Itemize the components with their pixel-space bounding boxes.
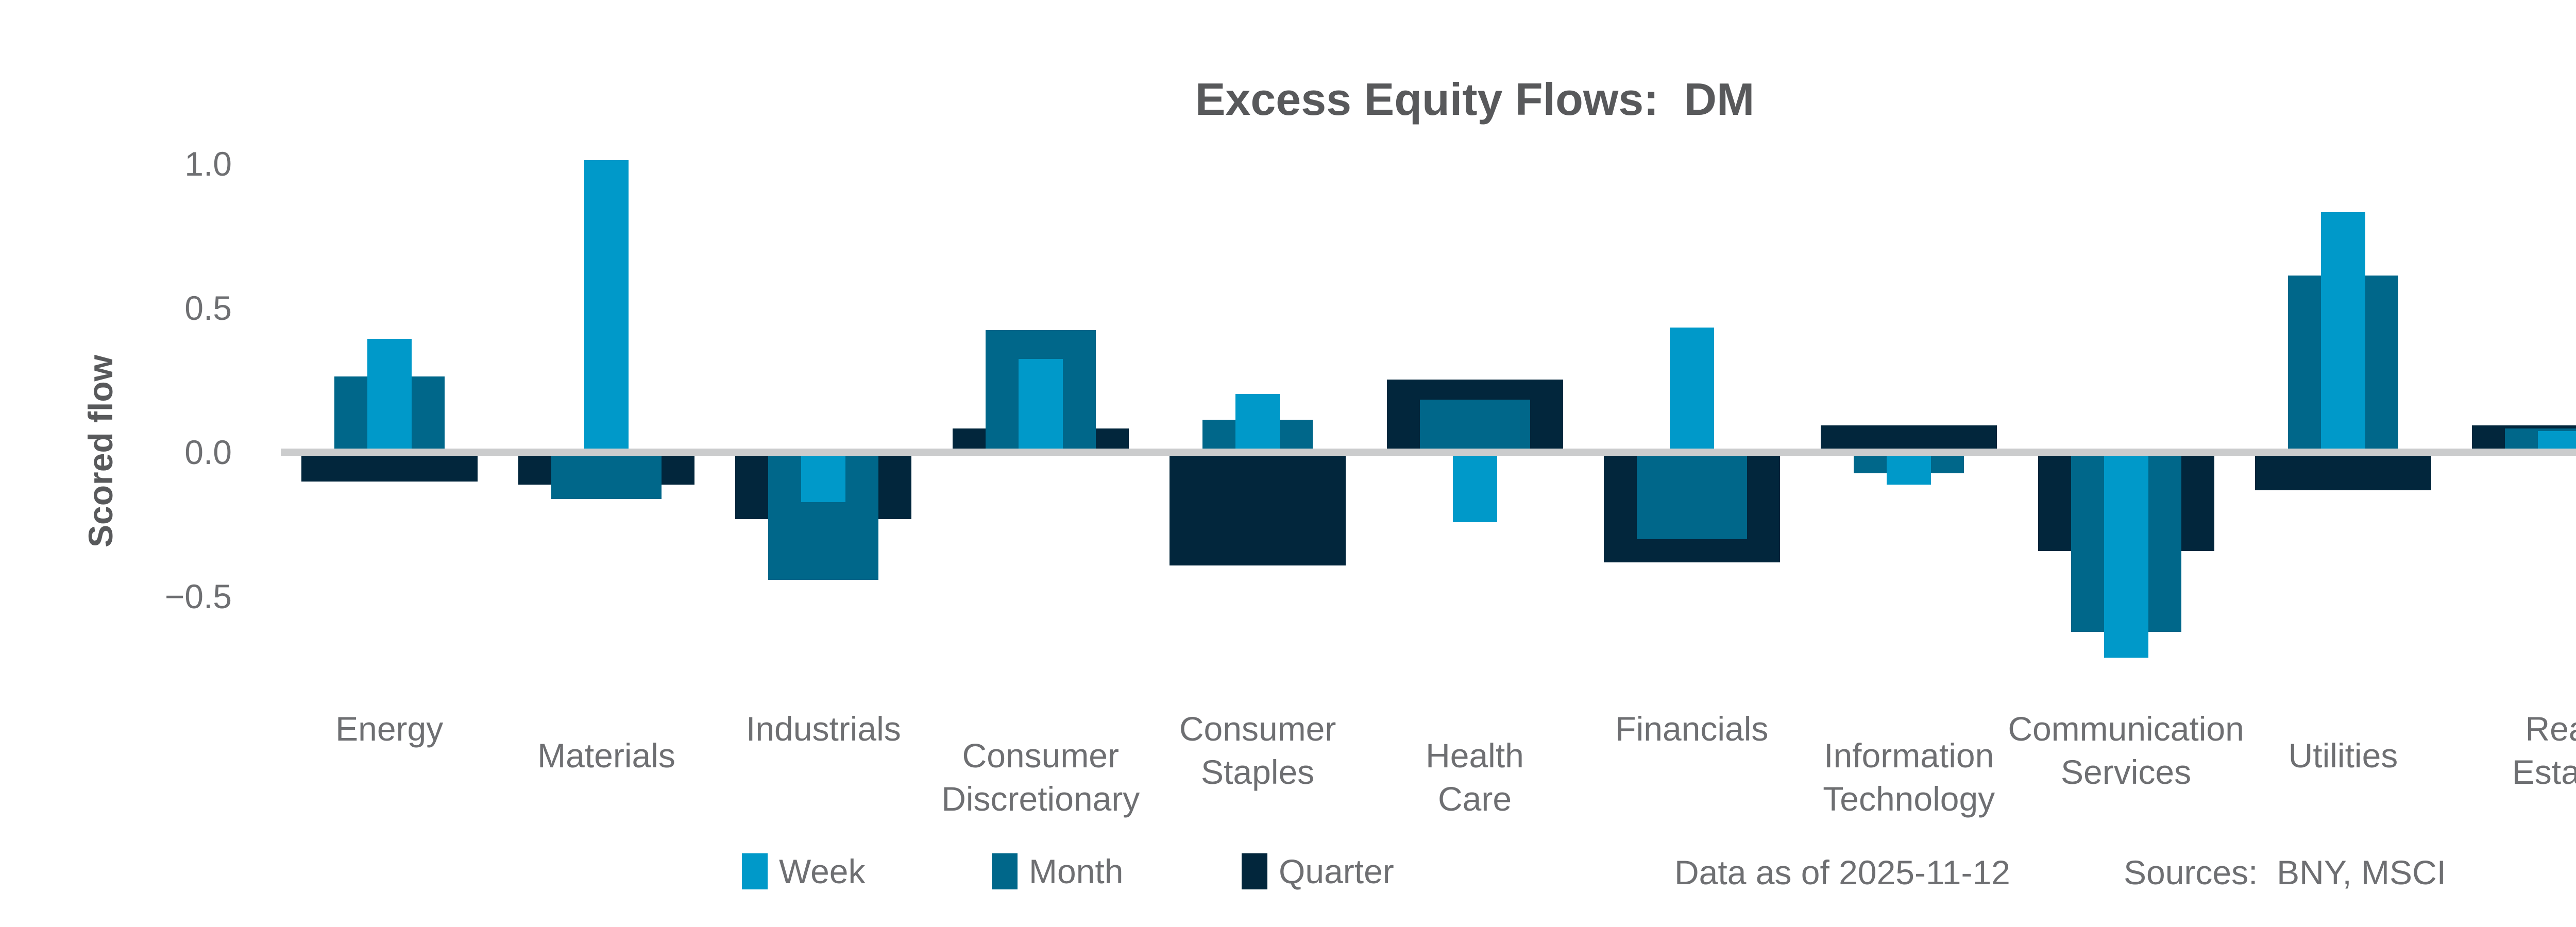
chart-title: Excess Equity Flows: DM bbox=[1195, 74, 1755, 125]
bar-month-health-care bbox=[1419, 399, 1530, 449]
x-category-label-energy: Energy bbox=[245, 707, 534, 750]
x-category-label-financials: Financials bbox=[1548, 707, 1836, 750]
category-label-line: Real bbox=[2525, 710, 2576, 748]
bar-week-utilities bbox=[2320, 212, 2365, 449]
category-label-line: Care bbox=[1437, 780, 1512, 818]
bar-month-materials bbox=[551, 456, 662, 499]
x-category-label-materials: Materials bbox=[462, 734, 751, 777]
x-category-label-real-estate: Real Estate bbox=[2416, 707, 2576, 794]
bar-week-materials bbox=[584, 160, 629, 449]
bar-week-health-care bbox=[1452, 456, 1497, 522]
bar-week-communication-services bbox=[2104, 456, 2148, 658]
legend-label: Month bbox=[1029, 852, 1124, 890]
x-category-label-industrials: Industrials bbox=[679, 707, 968, 750]
x-category-label-consumer-discretionary: Consumer Discretionary bbox=[896, 734, 1185, 820]
bar-quarter-consumer-staples bbox=[1170, 456, 1346, 565]
bar-quarter-information-technology bbox=[1821, 425, 1997, 449]
data-as-of-text: Data as of 2025-11-12 bbox=[1674, 853, 2010, 891]
category-label-line: Estate bbox=[2512, 753, 2576, 791]
category-label-line: Utilities bbox=[2288, 736, 2398, 775]
y-tick-label: 1.0 bbox=[184, 145, 232, 183]
category-label-line: Financials bbox=[1615, 710, 1769, 748]
category-label-line: Discretionary bbox=[941, 780, 1140, 818]
bar-week-financials bbox=[1669, 327, 1714, 449]
category-label-line: Technology bbox=[1823, 780, 1995, 818]
bar-quarter-utilities bbox=[2255, 456, 2431, 491]
category-label-line: Services bbox=[2061, 753, 2192, 791]
category-label-line: Health bbox=[1426, 736, 1524, 775]
category-label-line: Materials bbox=[537, 736, 675, 775]
bar-week-information-technology bbox=[1887, 456, 1931, 485]
category-label-line: Industrials bbox=[746, 710, 901, 748]
category-label-line: Information bbox=[1824, 736, 1994, 775]
legend-swatch-icon bbox=[992, 853, 1018, 889]
legend-label: Week bbox=[779, 852, 866, 890]
legend-swatch-icon bbox=[1242, 853, 1267, 889]
category-label-line: Consumer bbox=[962, 736, 1119, 775]
bar-week-energy bbox=[367, 339, 412, 449]
bar-week-consumer-discretionary bbox=[1018, 359, 1063, 449]
x-category-label-utilities: Utilities bbox=[2199, 734, 2487, 777]
sources-text: Sources: BNY, MSCI bbox=[2124, 853, 2447, 891]
y-tick-label: 0.0 bbox=[184, 433, 232, 471]
bar-week-industrials bbox=[801, 456, 846, 502]
category-label-line: Staples bbox=[1201, 753, 1315, 791]
legend-item-month: Month bbox=[992, 853, 1123, 890]
bar-week-real-estate bbox=[2538, 431, 2576, 449]
category-label-line: Consumer bbox=[1179, 710, 1336, 748]
y-tick-label: −0.5 bbox=[164, 577, 232, 615]
y-tick-label: 0.5 bbox=[184, 289, 232, 327]
bar-month-financials bbox=[1636, 456, 1747, 540]
legend-swatch-icon bbox=[742, 853, 768, 889]
zero-gridline bbox=[281, 449, 2576, 456]
category-label-line: Communication bbox=[2008, 710, 2244, 748]
bar-week-consumer-staples bbox=[1235, 393, 1280, 449]
legend-item-quarter: Quarter bbox=[1242, 853, 1394, 890]
bar-quarter-energy bbox=[301, 456, 478, 482]
x-category-label-communication-services: Communication Services bbox=[1982, 707, 2270, 794]
x-category-label-information-technology: Information Technology bbox=[1765, 734, 2053, 820]
x-category-label-consumer-staples: Consumer Staples bbox=[1113, 707, 1402, 794]
x-category-label-health-care: Health Care bbox=[1331, 734, 1619, 820]
legend-item-week: Week bbox=[742, 853, 866, 890]
category-label-line: Energy bbox=[335, 710, 444, 748]
legend-label: Quarter bbox=[1279, 852, 1394, 890]
